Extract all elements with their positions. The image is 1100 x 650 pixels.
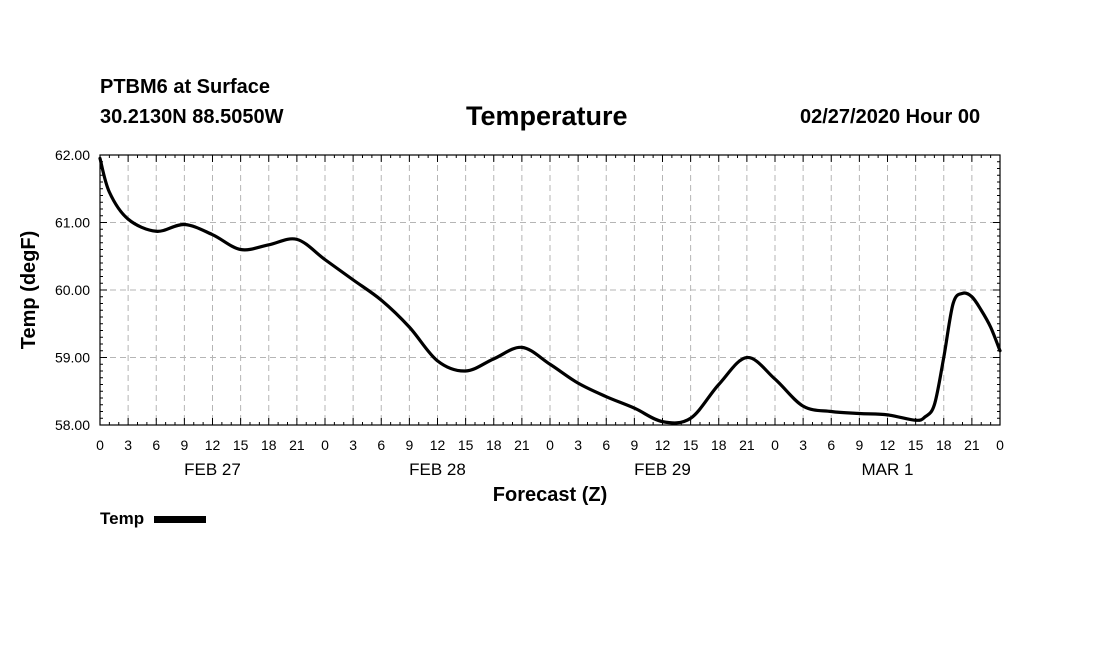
station-label: PTBM6 at Surface <box>100 76 271 98</box>
y-axis-label: Temp (degF) <box>18 231 40 350</box>
x-tick-label: 18 <box>486 437 502 453</box>
data-point <box>550 364 551 365</box>
data-point <box>718 384 719 385</box>
day-label: FEB 29 <box>634 460 691 479</box>
day-label: FEB 28 <box>409 460 466 479</box>
data-point <box>109 192 110 193</box>
x-tick-label: 21 <box>739 437 755 453</box>
data-point <box>212 234 213 235</box>
coordinates-label: 30.2130N 88.5050W <box>100 106 284 128</box>
data-point <box>803 406 804 407</box>
axes: 0 3 6 9 12 15 18 21 0 3 6 9 12 15 18 21 0 3 6 9 12 15 18 21 0 3 6 9… <box>55 147 1004 479</box>
y-tick-label: 60.00 <box>55 282 90 298</box>
x-tick-label: 12 <box>430 437 446 453</box>
data-point <box>962 293 963 294</box>
data-point <box>746 357 747 358</box>
data-point <box>990 327 991 328</box>
series-layer <box>98 156 1002 425</box>
data-point <box>465 371 466 372</box>
y-tick-label: 58.00 <box>55 417 90 433</box>
x-tick-label: 6 <box>602 437 610 453</box>
data-point <box>953 303 954 304</box>
data-point <box>662 421 663 422</box>
x-tick-label: 18 <box>261 437 277 453</box>
x-tick-label: 3 <box>574 437 582 453</box>
data-point <box>606 396 607 397</box>
data-point <box>156 231 157 232</box>
legend: Temp <box>100 509 207 529</box>
x-tick-label: 12 <box>880 437 896 453</box>
data-point <box>100 158 101 159</box>
data-point <box>934 404 935 405</box>
day-label: FEB 27 <box>184 460 241 479</box>
data-point <box>409 327 410 328</box>
x-tick-label: 0 <box>771 437 779 453</box>
data-point <box>381 300 382 301</box>
legend-swatch-temp <box>154 515 207 523</box>
x-tick-label: 0 <box>996 437 1004 453</box>
data-point <box>915 420 916 421</box>
x-tick-label: 0 <box>96 437 104 453</box>
x-tick-label: 9 <box>180 437 188 453</box>
x-tick-label: 18 <box>711 437 727 453</box>
x-axis-label: Forecast (Z) <box>493 484 607 506</box>
data-point <box>240 249 241 250</box>
x-tick-label: 3 <box>799 437 807 453</box>
x-tick-label: 3 <box>349 437 357 453</box>
x-tick-label: 6 <box>377 437 385 453</box>
x-tick-label: 12 <box>205 437 221 453</box>
x-tick-label: 21 <box>964 437 980 453</box>
x-tick-label: 18 <box>936 437 952 453</box>
legend-label-temp: Temp <box>100 509 145 528</box>
x-tick-label: 9 <box>855 437 863 453</box>
y-tick-label: 61.00 <box>55 215 90 231</box>
data-point <box>971 296 972 297</box>
data-point <box>925 416 926 417</box>
data-point <box>325 259 326 260</box>
data-point <box>578 383 579 384</box>
x-tick-label: 21 <box>514 437 530 453</box>
x-tick-label: 21 <box>289 437 305 453</box>
data-point <box>859 413 860 414</box>
data-point <box>831 411 832 412</box>
x-tick-label: 9 <box>405 437 413 453</box>
data-point <box>268 244 269 245</box>
data-point <box>887 414 888 415</box>
data-point <box>634 408 635 409</box>
x-tick-label: 0 <box>321 437 329 453</box>
data-point <box>981 310 982 311</box>
data-point <box>521 347 522 348</box>
x-tick-label: 6 <box>827 437 835 453</box>
x-tick-label: 15 <box>908 437 924 453</box>
forecast-datetime: 02/27/2020 Hour 00 <box>800 106 981 128</box>
data-point <box>353 279 354 280</box>
y-tick-label: 59.00 <box>55 350 90 366</box>
data-point <box>690 418 691 419</box>
grid <box>100 155 1000 425</box>
day-label: MAR 1 <box>862 460 914 479</box>
data-point <box>184 224 185 225</box>
data-point <box>775 379 776 380</box>
data-point <box>437 360 438 361</box>
chart-title: Temperature <box>466 101 628 131</box>
data-point <box>1000 350 1001 351</box>
data-point <box>493 358 494 359</box>
y-tick-label: 62.00 <box>55 147 90 163</box>
data-point <box>296 239 297 240</box>
data-point <box>128 219 129 220</box>
x-tick-label: 6 <box>152 437 160 453</box>
x-tick-label: 15 <box>683 437 699 453</box>
x-tick-label: 0 <box>546 437 554 453</box>
x-tick-label: 12 <box>655 437 671 453</box>
plot-frame <box>99 154 1001 426</box>
x-tick-label: 15 <box>458 437 474 453</box>
x-tick-label: 15 <box>233 437 249 453</box>
data-point <box>943 357 944 358</box>
x-tick-label: 3 <box>124 437 132 453</box>
series-line-temp <box>98 156 1002 425</box>
x-tick-label: 9 <box>630 437 638 453</box>
